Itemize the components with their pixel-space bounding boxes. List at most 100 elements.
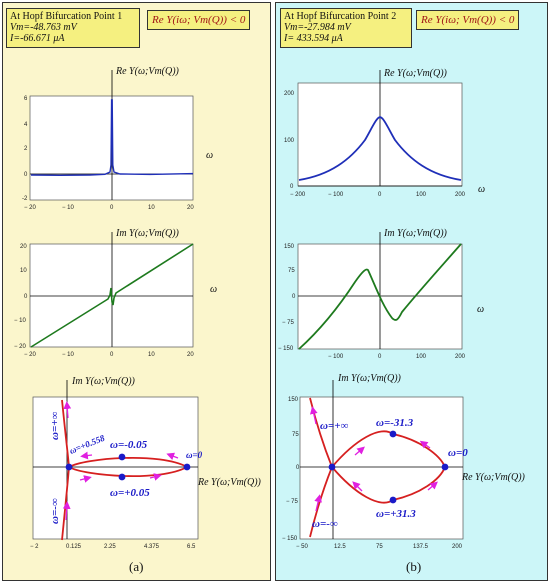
arrow [314, 494, 322, 512]
tick: 6.5 [187, 544, 196, 550]
axis-title-re: Re Y(ω;Vm(Q)) [461, 472, 526, 483]
tick: -2 [22, 196, 28, 202]
tick: 100 [284, 138, 295, 144]
point-origin [328, 463, 336, 471]
tick: 200 [452, 544, 463, 550]
label-omega-minus-inf: ω=-∞ [312, 518, 338, 530]
axis-title-re: Re Y(ω;Vm(Q)) [115, 66, 180, 77]
tick: − 2 [30, 544, 39, 550]
axis-title-im: Im Y(ω;Vm(Q)) [383, 228, 448, 239]
axis-label-omega: ω [210, 284, 217, 295]
tick: 10 [148, 352, 155, 358]
axis-label-omega: ω [206, 150, 213, 161]
arrow [80, 451, 93, 460]
label-omega-plus-31.3: ω=+31.3 [376, 508, 416, 520]
tick: 12.5 [334, 544, 346, 550]
tick: − 75 [282, 320, 295, 326]
axis-title-re: Re Y(ω;Vm(Q)) [197, 477, 262, 488]
caption-a: (a) [129, 559, 144, 574]
arrow [354, 446, 365, 456]
caption-b: (b) [406, 559, 422, 574]
tick: 75 [292, 432, 299, 438]
tick: − 50 [296, 544, 309, 550]
tick: 4 [24, 122, 28, 128]
arrow [63, 401, 72, 419]
arrow [427, 481, 438, 491]
axis-label-omega: ω [478, 184, 485, 195]
tick: − 20 [14, 344, 27, 350]
info-current: I= 433.594 μA [284, 33, 343, 44]
plot-b-im: Im Y(ω;Vm(Q)) ω 150 75 0 − 75 − 150 − 10… [278, 228, 484, 360]
info-box-hopf-1: At Hopf Bifurcation Point 1 Vm=-48.763 m… [6, 8, 140, 48]
point-zero [183, 463, 191, 471]
tick: − 100 [328, 192, 344, 198]
point-minus-31.3 [389, 430, 397, 438]
plot-b-re: Re Y(ω;Vm(Q)) ω 200 100 0 − 200 − 100 0 … [284, 68, 485, 198]
tick: 0 [24, 294, 28, 300]
axis-title-re: Re Y(ω;Vm(Q)) [383, 68, 448, 79]
tick: 100 [416, 354, 427, 360]
point-plus-31.3 [389, 496, 397, 504]
tick: 75 [288, 268, 295, 274]
tick: 0 [110, 352, 114, 358]
point-origin [65, 463, 73, 471]
tick: 200 [455, 354, 466, 360]
tick: − 75 [286, 499, 299, 505]
series-re-b [298, 116, 462, 181]
tick: 2.25 [104, 544, 116, 550]
tick: − 10 [14, 318, 27, 324]
axis-title-im: Im Y(ω;Vm(Q)) [337, 373, 402, 384]
arrow [419, 440, 431, 449]
arrow [79, 475, 92, 483]
label-omega-zero: ω=0 [186, 450, 203, 460]
tick: − 20 [24, 352, 37, 358]
label-omega-minus-0.05: ω=-0.05 [110, 439, 148, 451]
tick: 0 [290, 184, 294, 190]
condition-box-1: Re Y(iω; Vm(Q)) < 0 [147, 10, 251, 30]
tick: 200 [284, 91, 295, 97]
info-current: I=-66.671 μA [10, 33, 65, 44]
arrow [310, 406, 318, 425]
tick: 2 [24, 146, 28, 152]
series-im-b [298, 243, 462, 350]
info-vm: Vm=-27.984 mV [284, 22, 351, 33]
tick: − 200 [290, 192, 306, 198]
info-box-hopf-2: At Hopf Bifurcation Point 2 Vm=-27.984 m… [280, 8, 412, 48]
arrow [352, 481, 363, 492]
label-omega-zero: ω=0 [448, 447, 468, 459]
label-omega-minus-31.3: ω=-31.3 [376, 417, 414, 429]
label-omega-plus-inf: ω=+∞ [320, 420, 348, 432]
series-im-a [30, 243, 194, 348]
tick: 0 [296, 465, 300, 471]
condition-box-2: Re Y(iω; Vm(Q)) < 0 [416, 10, 520, 30]
point-zero [441, 463, 449, 471]
series-re-a [30, 99, 194, 177]
tick: − 100 [328, 354, 344, 360]
tick: 0.125 [66, 544, 82, 550]
plot-a-re: Re Y(ω;Vm(Q)) ω 6 4 2 0 -2 − 20 − 10 0 1… [22, 66, 213, 211]
tick: 137.5 [413, 544, 429, 550]
tick: 100 [416, 192, 427, 198]
tick: − 150 [282, 536, 298, 542]
tick: 20 [187, 205, 194, 211]
plot-b-nyquist: Im Y(ω;Vm(Q)) Re Y(ω;Vm(Q)) 150 75 0 − 7… [282, 373, 526, 550]
tick: − 10 [62, 352, 75, 358]
tick: 4.375 [144, 544, 160, 550]
tick: 0 [24, 172, 28, 178]
arrow [149, 473, 162, 481]
label-omega-minus-inf: ω=-∞ [49, 498, 61, 524]
tick: 20 [187, 352, 194, 358]
arrow [166, 452, 179, 461]
info-vm: Vm=-48.763 mV [10, 22, 77, 33]
tick: 10 [20, 268, 27, 274]
tick: 0 [378, 354, 382, 360]
point-plus-0.05 [118, 473, 126, 481]
tick: 0 [292, 294, 296, 300]
tick: 20 [20, 244, 27, 250]
tick: 6 [24, 96, 28, 102]
arrow [62, 501, 71, 521]
axis-label-omega: ω [477, 304, 484, 315]
label-omega-plus-0.05: ω=+0.05 [110, 487, 150, 499]
tick: − 10 [62, 205, 75, 211]
